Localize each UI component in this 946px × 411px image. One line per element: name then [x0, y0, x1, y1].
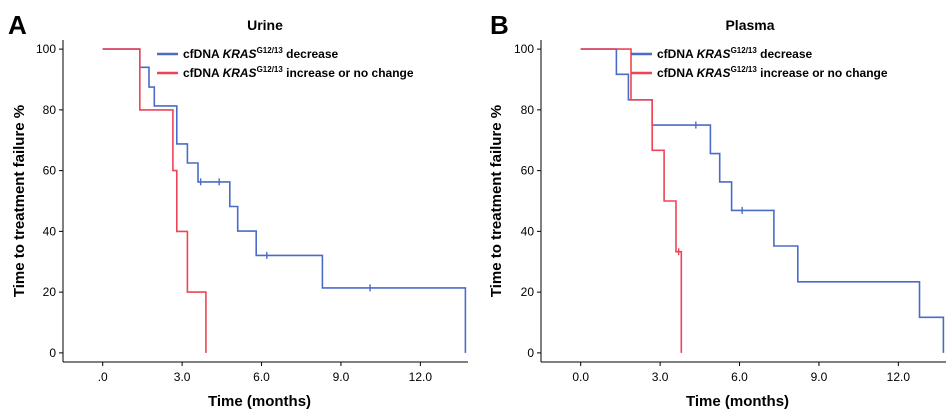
- legend-label: cfDNA KRASG12/13 increase or no change: [657, 65, 888, 80]
- chart-panel-b: B Plasma 0 20 40 60 80 100 0.0 3.0 6.0 9.0 12.0 Time …: [488, 10, 946, 410]
- x-tick-label: 6.0: [253, 370, 270, 384]
- series-line-decrease: [102, 48, 467, 353]
- y-axis-label: Time to treatment failure %: [11, 105, 28, 297]
- panel-letter: A: [8, 10, 27, 40]
- panel-letter: B: [490, 10, 509, 40]
- legend-label: cfDNA KRASG12/13 increase or no change: [183, 65, 414, 80]
- series-line-increase: [102, 48, 207, 353]
- chart-panel-a: A Urine 0 20 40 60 80 100 .0 3.0 6.0 9.0 12.0 Time (m…: [8, 10, 468, 410]
- y-tick-label: 100: [514, 42, 534, 56]
- x-axis-label: Time (months): [208, 393, 311, 410]
- x-tick-label: 0.0: [572, 370, 589, 384]
- y-tick-label: 0: [527, 346, 534, 360]
- y-tick-label: 60: [521, 164, 535, 178]
- y-tick-label: 40: [521, 224, 535, 238]
- y-tick-label: 20: [521, 285, 535, 299]
- y-tick-label: 80: [521, 103, 535, 117]
- series-line-increase: [580, 48, 683, 353]
- panel-title: Urine: [247, 17, 283, 33]
- series-line-decrease: [580, 48, 945, 353]
- y-tick-label: 40: [43, 224, 57, 238]
- x-tick-label: 12.0: [887, 370, 911, 384]
- x-tick-label: 9.0: [333, 370, 350, 384]
- legend-label: cfDNA KRASG12/13 decrease: [657, 46, 813, 61]
- y-tick-label: 0: [49, 346, 56, 360]
- y-axis-label: Time to treatment failure %: [488, 105, 505, 297]
- x-tick-label: 3.0: [652, 370, 669, 384]
- x-axis-label: Time (months): [686, 393, 789, 410]
- y-tick-label: 20: [43, 285, 57, 299]
- y-tick-label: 80: [43, 103, 57, 117]
- legend-label: cfDNA KRASG12/13 decrease: [183, 46, 339, 61]
- y-tick-label: 60: [43, 164, 57, 178]
- x-tick-label: 3.0: [174, 370, 191, 384]
- x-tick-label: .0: [98, 370, 108, 384]
- x-tick-label: 6.0: [731, 370, 748, 384]
- y-tick-label: 100: [36, 42, 56, 56]
- x-tick-label: 9.0: [811, 370, 828, 384]
- x-tick-label: 12.0: [409, 370, 433, 384]
- panel-title: Plasma: [725, 17, 774, 33]
